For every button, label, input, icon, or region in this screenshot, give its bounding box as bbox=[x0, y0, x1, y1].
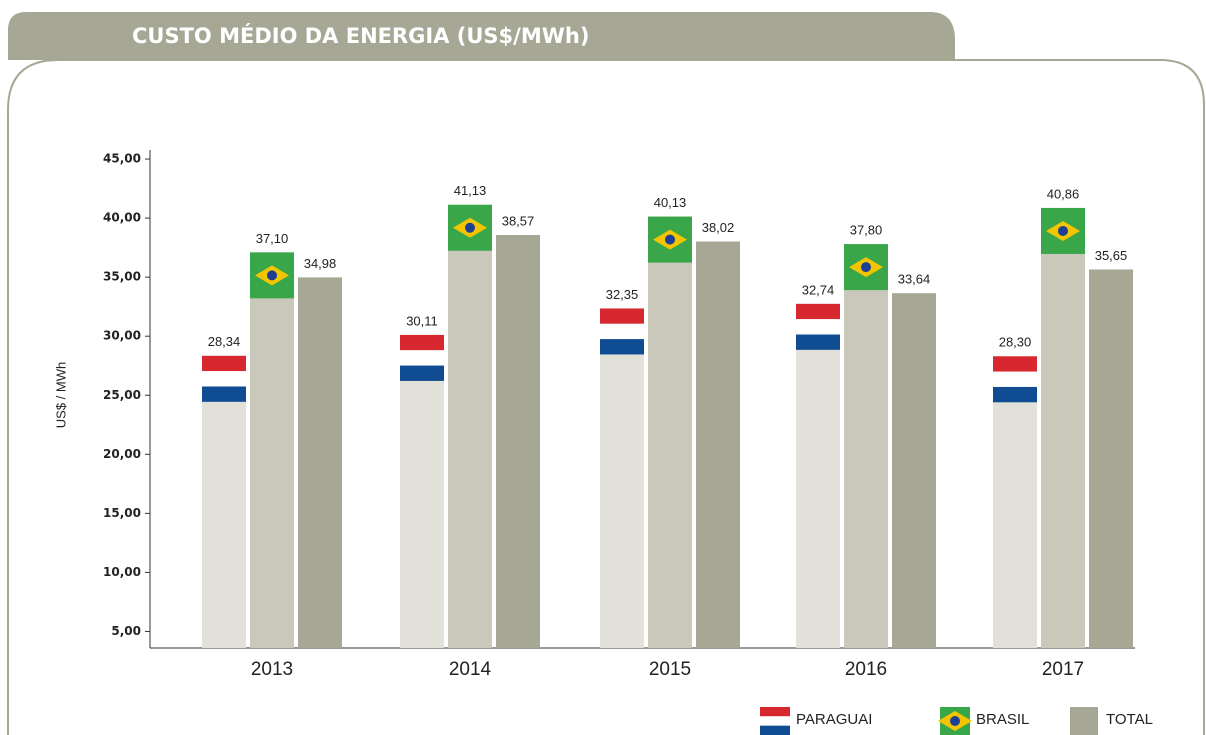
bar bbox=[648, 216, 692, 648]
value-label: 38,57 bbox=[502, 213, 535, 228]
value-label: 35,65 bbox=[1095, 248, 1128, 263]
x-tick-label: 2016 bbox=[845, 659, 887, 680]
bar bbox=[298, 277, 342, 648]
flag-stripe bbox=[796, 334, 840, 350]
x-tick-label: 2015 bbox=[649, 659, 691, 680]
y-tick-label: 45,00 bbox=[103, 152, 141, 166]
flag-stripe bbox=[600, 308, 644, 324]
flag-circle bbox=[1058, 225, 1068, 236]
flag-circle bbox=[861, 262, 871, 273]
x-tick-label: 2013 bbox=[251, 659, 293, 680]
flag-stripe bbox=[993, 356, 1037, 372]
bar bbox=[844, 244, 888, 648]
value-label: 33,64 bbox=[898, 272, 931, 287]
bar bbox=[400, 334, 444, 648]
flag-stripe bbox=[760, 707, 790, 717]
bar bbox=[1041, 207, 1085, 649]
legend-swatch bbox=[1070, 707, 1098, 735]
value-label: 41,13 bbox=[454, 183, 487, 198]
flag-stripe bbox=[202, 371, 246, 387]
bar bbox=[1089, 269, 1133, 648]
flag-stripe bbox=[760, 716, 790, 726]
bar bbox=[448, 204, 492, 648]
value-label: 30,11 bbox=[406, 313, 438, 328]
bar bbox=[250, 252, 294, 648]
y-tick-label: 10,00 bbox=[103, 565, 141, 579]
legend-label: BRASIL bbox=[976, 711, 1029, 728]
bar bbox=[496, 234, 540, 648]
legend-label: PARAGUAI bbox=[796, 711, 872, 728]
flag-stripe bbox=[400, 365, 444, 381]
bar bbox=[600, 308, 644, 648]
x-tick-label: 2014 bbox=[449, 659, 492, 680]
value-label: 37,10 bbox=[256, 231, 289, 246]
flag-stripe bbox=[796, 319, 840, 335]
bar bbox=[892, 293, 936, 648]
y-tick-label: 5,00 bbox=[111, 624, 141, 638]
legend-label: TOTAL bbox=[1106, 711, 1153, 728]
flag-stripe bbox=[202, 386, 246, 402]
value-label: 38,02 bbox=[702, 220, 735, 235]
y-tick-label: 25,00 bbox=[103, 388, 141, 402]
flag-stripe bbox=[796, 303, 840, 320]
y-tick-label: 15,00 bbox=[103, 506, 141, 520]
value-label: 40,13 bbox=[654, 195, 687, 210]
flag-stripe bbox=[400, 334, 444, 351]
flag-circle bbox=[267, 270, 277, 281]
chart-title: CUSTO MÉDIO DA ENERGIA (US$/MWh) bbox=[132, 23, 589, 48]
flag-stripe bbox=[202, 355, 246, 372]
value-label: 32,35 bbox=[606, 287, 639, 302]
value-label: 32,74 bbox=[802, 282, 835, 297]
value-label: 40,86 bbox=[1047, 186, 1080, 201]
value-label: 37,80 bbox=[850, 223, 883, 238]
flag-stripe bbox=[993, 371, 1037, 387]
bar bbox=[796, 303, 840, 648]
flag-circle bbox=[665, 234, 675, 245]
flag-stripe bbox=[760, 725, 790, 735]
y-tick-label: 40,00 bbox=[103, 211, 141, 225]
y-tick-label: 30,00 bbox=[103, 329, 141, 343]
bar bbox=[202, 355, 246, 648]
y-axis-label: US$ / MWh bbox=[53, 362, 68, 428]
value-label: 34,98 bbox=[304, 256, 337, 271]
value-label: 28,34 bbox=[208, 334, 241, 349]
x-tick-label: 2017 bbox=[1042, 659, 1084, 680]
flag-stripe bbox=[400, 350, 444, 366]
bar bbox=[696, 241, 740, 649]
flag-stripe bbox=[600, 339, 644, 355]
y-tick-label: 35,00 bbox=[103, 270, 141, 284]
flag-stripe bbox=[993, 386, 1037, 403]
bar bbox=[993, 356, 1037, 648]
value-label: 28,30 bbox=[999, 335, 1032, 350]
flag-circle bbox=[950, 716, 960, 726]
flag-circle bbox=[465, 222, 475, 233]
y-tick-label: 20,00 bbox=[103, 447, 141, 461]
flag-stripe bbox=[600, 323, 644, 340]
